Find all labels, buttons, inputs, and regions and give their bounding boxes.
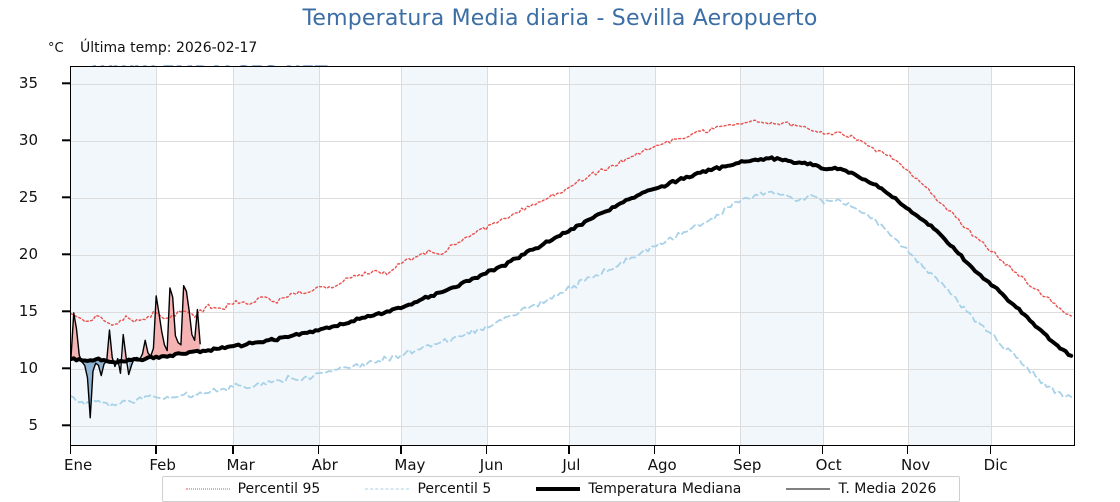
gridline-vertical: [569, 67, 571, 445]
page-title: Temperatura Media diaria - Sevilla Aerop…: [302, 6, 818, 31]
x-axis-tick-label: Jun: [479, 456, 504, 474]
legend-swatch-icon: [536, 484, 581, 494]
gridlines: [71, 67, 1074, 445]
y-axis-tick-label: 10: [18, 359, 38, 378]
legend-label: Percentil 5: [417, 481, 492, 497]
gridline-vertical: [822, 67, 824, 445]
x-axis-tick-label: Sep: [733, 456, 762, 474]
x-axis-tick-label: Nov: [901, 456, 931, 474]
x-axis-tick: [989, 446, 992, 454]
legend-swatch-icon: [786, 484, 831, 494]
gridline-horizontal: [71, 426, 1074, 428]
y-axis-tick-label: 35: [18, 74, 38, 93]
x-axis-tick: [70, 446, 72, 454]
y-axis-tick: [62, 139, 70, 141]
gridline-horizontal: [71, 84, 1074, 86]
y-axis-tick-label: 20: [18, 245, 38, 264]
x-axis-tick-label: Oct: [815, 456, 842, 474]
gridline-horizontal: [71, 198, 1074, 200]
gridline-vertical: [740, 67, 742, 445]
gridline-vertical: [233, 67, 235, 445]
y-axis-tick-label: 30: [18, 131, 38, 150]
x-axis-tick: [739, 446, 741, 454]
series-temperatura-mediana: [71, 155, 1074, 365]
x-axis-tick-label: Ago: [647, 456, 677, 474]
gridline-vertical: [654, 67, 656, 445]
x-axis-tick-label: May: [394, 456, 426, 474]
y-axis-tick: [62, 424, 70, 427]
series-canvas: [71, 119, 1074, 419]
gridline-vertical: [156, 67, 158, 445]
x-axis-tick: [317, 446, 320, 454]
x-axis-tick: [232, 446, 234, 454]
y-axis-tick-label: 15: [18, 302, 38, 321]
y-axis-tick: [62, 310, 70, 313]
y-axis-tick: [62, 196, 70, 198]
x-axis-tick: [485, 446, 488, 454]
legend-item[interactable]: Percentil 5: [365, 481, 491, 497]
gridline-horizontal: [71, 369, 1074, 371]
legend-item[interactable]: Temperatura Mediana: [536, 481, 741, 497]
x-axis-tick-label: Dic: [983, 456, 1008, 474]
x-axis-tick: [907, 446, 909, 454]
x-axis-tick-label: Ene: [64, 456, 93, 474]
fill-below-median: [81, 358, 104, 418]
x-axis-tick: [400, 446, 402, 454]
x-axis-tick: [568, 446, 570, 454]
series-t-media-2026: [71, 284, 201, 419]
x-axis-tick: [155, 446, 157, 454]
y-axis-tick: [62, 253, 70, 255]
fill-above-median: [106, 330, 113, 362]
fill-above-median: [142, 285, 201, 361]
y-axis-unit-label: °C: [48, 41, 64, 56]
gridline-vertical: [401, 67, 403, 445]
x-axis-tick-label: Mar: [226, 456, 255, 474]
x-axis-tick-label: Abr: [311, 456, 338, 474]
legend-swatch-icon: [185, 484, 230, 494]
y-axis-tick-label: 25: [18, 188, 38, 207]
gridline-horizontal: [71, 255, 1074, 257]
x-axis-tick-label: Feb: [149, 456, 176, 474]
legend-label: Temperatura Mediana: [588, 481, 742, 497]
gridline-vertical: [990, 67, 992, 445]
series-percentil-5: [71, 190, 1073, 408]
x-axis-tick-label: Jul: [562, 456, 581, 474]
x-axis-tick: [821, 446, 824, 454]
gridline-vertical: [908, 67, 910, 445]
y-axis-tick: [62, 367, 70, 370]
gridline-vertical: [486, 67, 488, 445]
series-percentil-95: [71, 119, 1072, 326]
legend-label: T. Media 2026: [838, 481, 937, 497]
legend-item[interactable]: Percentil 95: [185, 481, 321, 497]
legend-item[interactable]: T. Media 2026: [786, 481, 936, 497]
y-axis-tick-label: 5: [28, 416, 38, 435]
y-axis-tick: [62, 82, 70, 84]
gridline-vertical: [318, 67, 320, 445]
x-axis-tick: [653, 446, 656, 454]
legend-label: Percentil 95: [237, 481, 321, 497]
gridline-horizontal: [71, 141, 1074, 143]
gridline-horizontal: [71, 312, 1074, 314]
legend-swatch-icon: [365, 484, 410, 494]
plot-area: [70, 66, 1075, 446]
chart-legend: Percentil 95 Percentil 5 Temperatura Media…: [162, 476, 960, 502]
last-temp-label: Última temp: 2026-02-17: [80, 40, 258, 56]
